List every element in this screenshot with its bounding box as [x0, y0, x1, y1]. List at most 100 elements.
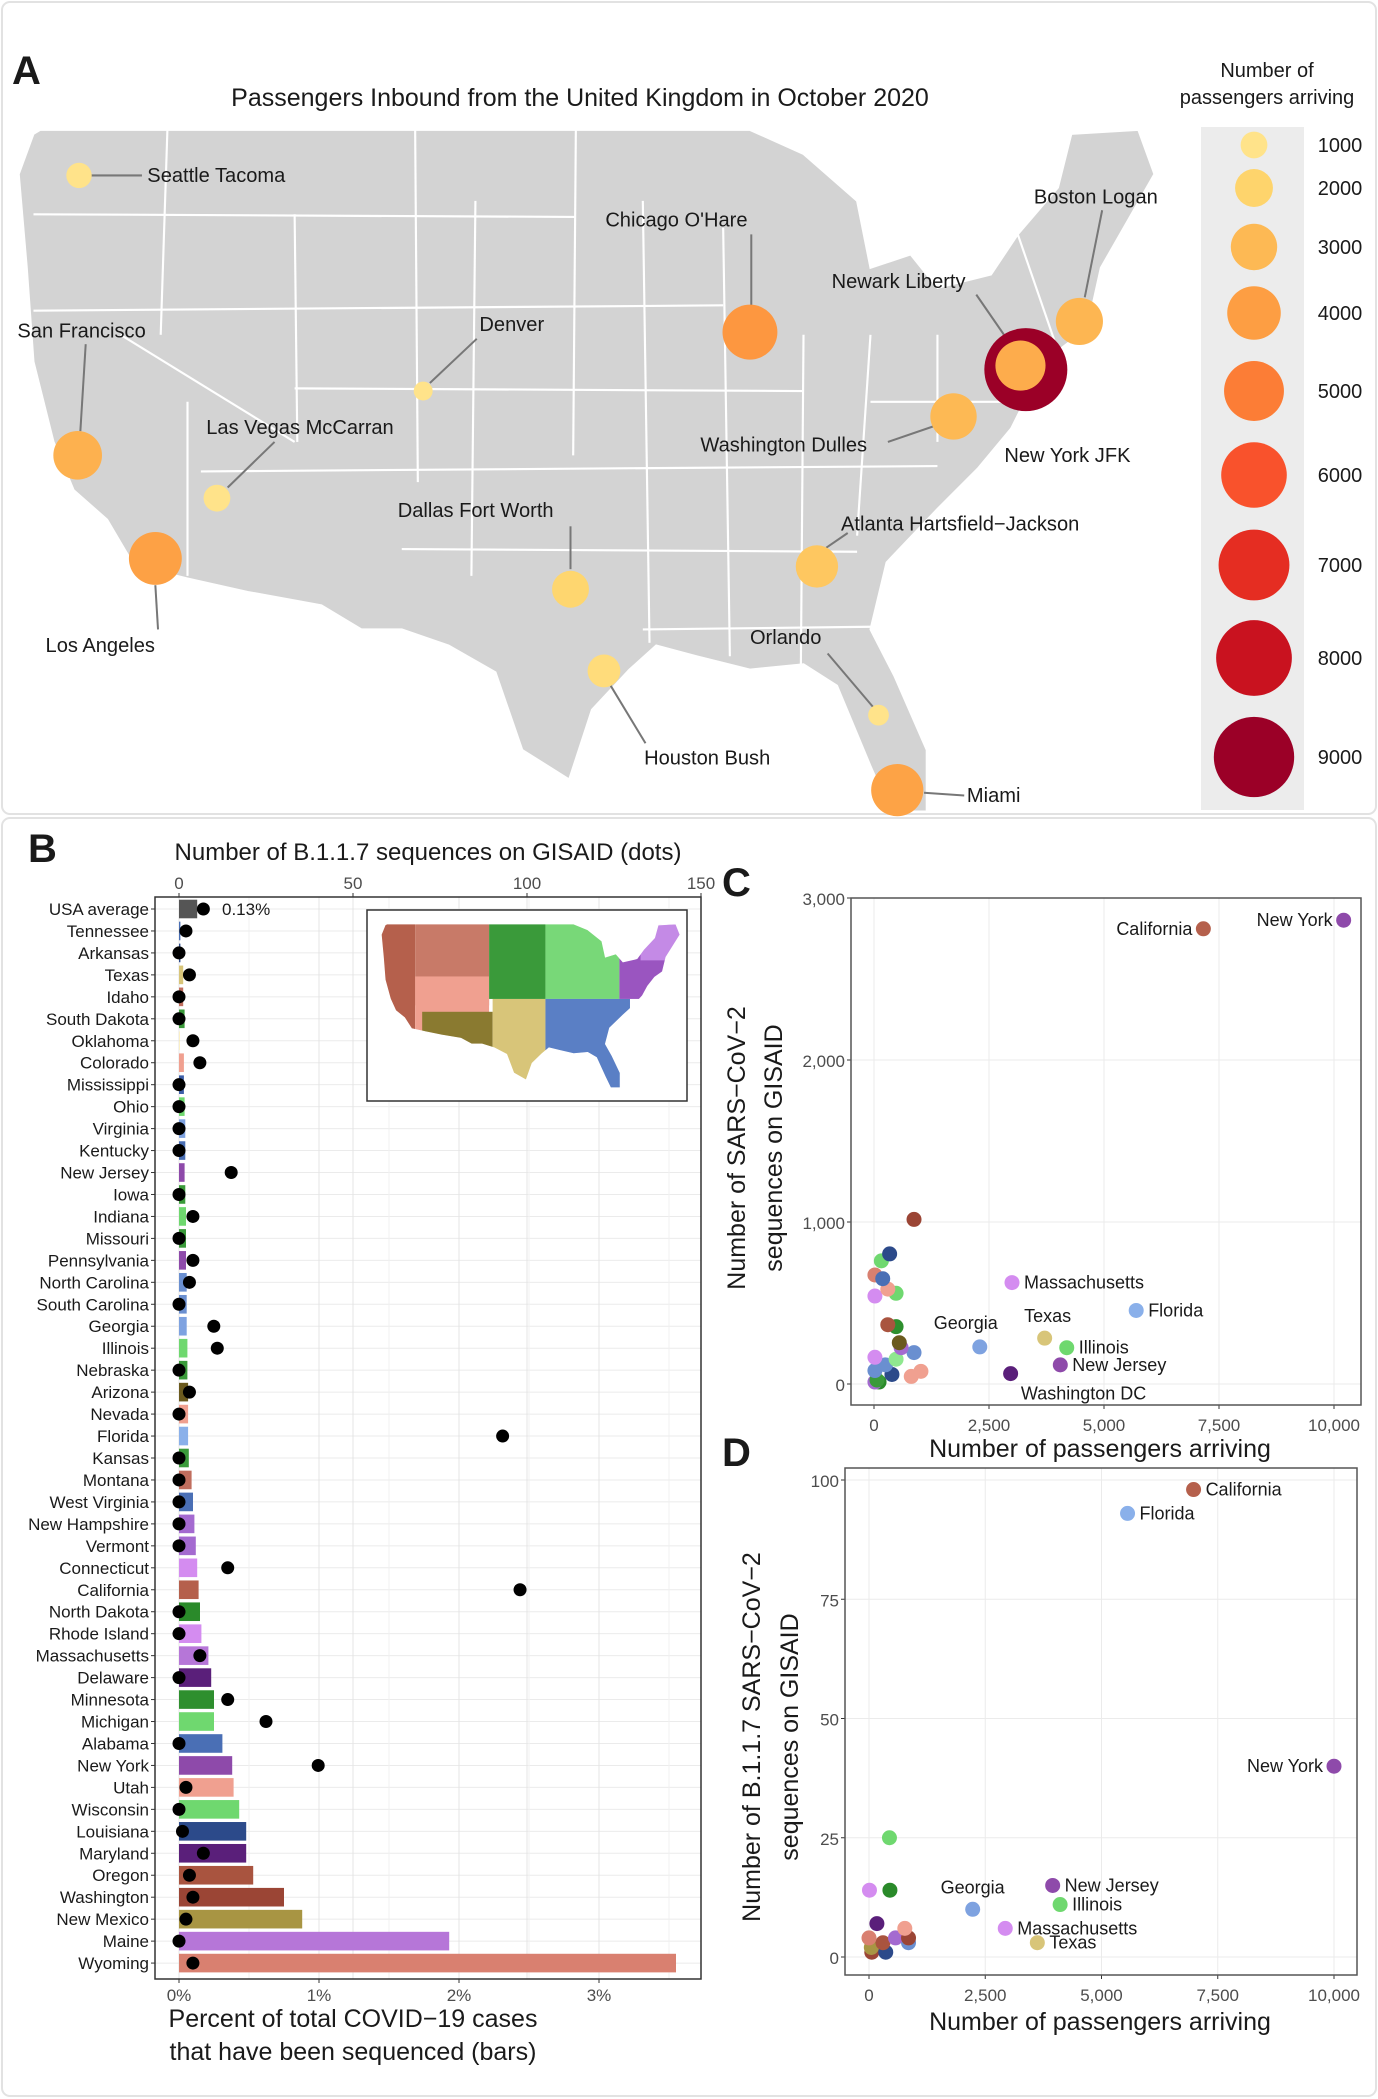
state-border-line	[572, 129, 577, 456]
state-border-line	[293, 214, 299, 442]
legend-value: 1000	[1318, 135, 1363, 157]
inset-outline	[380, 923, 681, 1088]
category-label: Georgia	[89, 1317, 150, 1336]
category-label: Ohio	[113, 1098, 149, 1117]
state-border-line	[414, 129, 419, 483]
dot-arkansas	[172, 946, 186, 960]
chart-c-xlabel: Number of passengers arriving	[929, 1435, 1271, 1463]
point-illinois	[1059, 1340, 1075, 1356]
point-label: Georgia	[941, 1877, 1006, 1897]
category-label: Washington	[60, 1888, 149, 1907]
size-legend: 1000 2000 3000 4000 5000 6000 7000 8000 9000	[1213, 131, 1363, 798]
dot-missouri	[172, 1231, 186, 1245]
legend-title-line2: passengers arriving	[1180, 87, 1355, 109]
point-label: New York	[1257, 910, 1334, 930]
map-title: Passengers Inbound from the United Kingd…	[231, 84, 929, 112]
bar-wisconsin	[179, 1800, 240, 1819]
legend-circle	[1213, 716, 1295, 798]
bar-north-dakota	[179, 1602, 200, 1622]
point	[861, 1930, 877, 1946]
state-border-line	[642, 625, 871, 631]
category-label: Wisconsin	[72, 1800, 149, 1819]
category-label: Iowa	[113, 1185, 149, 1204]
bar-pennsylvania	[179, 1251, 186, 1270]
legend-circle	[1230, 223, 1278, 271]
airport-label: Washington Dulles	[700, 434, 867, 456]
point	[867, 1288, 883, 1304]
airport-marker-houston-bush	[587, 654, 621, 688]
dot-delaware	[172, 1671, 186, 1685]
point	[888, 1930, 904, 1946]
bar-tick-label: 0%	[167, 1986, 192, 2005]
dot-new-mexico	[179, 1912, 193, 1926]
panel-a-map: A Passengers Inbound from the United Kin…	[12, 49, 1363, 817]
point	[880, 1317, 896, 1333]
airport-marker-boston-logan	[1055, 297, 1103, 345]
dot-north-dakota	[172, 1605, 186, 1619]
bar-california	[179, 1580, 199, 1600]
inset-region	[489, 924, 546, 999]
panel-b-bar-chart: B Number of B.1.1.7 sequences on GISAID …	[28, 827, 715, 2066]
airport-label: Newark Liberty	[832, 271, 966, 293]
dot-iowa	[172, 1187, 186, 1201]
dot-colorado	[193, 1056, 207, 1070]
airport-label: San Francisco	[17, 320, 145, 342]
airport-label: Dallas Fort Worth	[398, 500, 554, 522]
point-new-york	[1336, 912, 1352, 928]
panel-letter-c: C	[722, 861, 751, 905]
bar-michigan	[179, 1712, 214, 1731]
dot-tick-label: 100	[513, 874, 541, 893]
bar-georgia	[179, 1316, 187, 1336]
y-tick-label: 75	[820, 1591, 839, 1610]
category-label: Michigan	[81, 1713, 149, 1732]
dot-oklahoma	[186, 1034, 200, 1048]
panel-letter-a: A	[12, 49, 41, 93]
category-label: Vermont	[86, 1537, 150, 1556]
category-label: Florida	[97, 1427, 150, 1446]
bar-new-jersey	[179, 1163, 185, 1182]
leader-line	[825, 532, 849, 549]
panel-d-scatter: D 0 2,500 5,000 7,500 10,000 0 25 50 75 100 Califo…	[722, 1431, 1360, 2036]
state-border-line	[1016, 234, 1059, 352]
point-label: New Jersey	[1072, 1355, 1166, 1375]
airport-label: Atlanta Hartsfield−Jackson	[841, 513, 1079, 535]
airport-label: Los Angeles	[46, 635, 155, 657]
y-tick-label: 3,000	[802, 890, 845, 909]
point	[875, 1935, 891, 1951]
dot-indiana	[186, 1209, 200, 1223]
plot-frame	[154, 896, 702, 1980]
point	[891, 1335, 907, 1351]
point	[875, 1271, 891, 1287]
point-georgia	[972, 1339, 988, 1355]
airport-label: Las Vegas McCarran	[206, 417, 394, 439]
category-label: Maryland	[79, 1844, 149, 1863]
category-label: Rhode Island	[49, 1625, 149, 1644]
chart-d-plot: 0 2,500 5,000 7,500 10,000 0 25 50 75 100 Californ…	[811, 1467, 1360, 2005]
leader-line	[826, 652, 874, 708]
point-label: California	[1206, 1480, 1283, 1500]
state-borders	[33, 129, 1059, 670]
state-border-line	[722, 227, 731, 657]
leader-line	[226, 441, 276, 489]
legend-title-line1: Number of	[1220, 60, 1314, 82]
legend-value: 7000	[1318, 555, 1363, 577]
dot-tick-label: 50	[344, 874, 363, 893]
dot-new-jersey	[224, 1166, 238, 1180]
point-florida	[1128, 1302, 1144, 1318]
category-label: Nevada	[90, 1405, 149, 1424]
category-label: California	[77, 1581, 149, 1600]
airport-marker-los-angeles	[128, 531, 182, 585]
dot-california	[513, 1583, 527, 1597]
airport-label: Boston Logan	[1034, 187, 1158, 209]
category-label: Utah	[113, 1778, 149, 1797]
plot-frame	[844, 1467, 1358, 1976]
bar-louisiana	[179, 1822, 247, 1841]
y-tick-label: 100	[811, 1472, 839, 1491]
dot-virginia	[172, 1122, 186, 1136]
dot-maryland	[196, 1846, 210, 1860]
chart-c-ylabel-line1: Number of SARS−CoV−2	[723, 1006, 751, 1289]
dot-minnesota	[221, 1693, 235, 1707]
leader-line	[923, 791, 965, 797]
category-label: South Dakota	[46, 1010, 150, 1029]
panels-bcd-frame	[1, 817, 1377, 2097]
